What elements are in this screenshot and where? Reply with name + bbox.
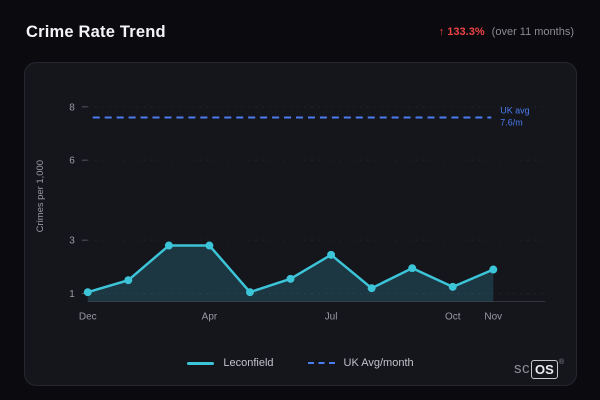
leconfield-line-swatch (187, 361, 215, 365)
data-point[interactable] (164, 241, 173, 250)
header: Crime Rate Trend ↑ 133.3% (over 11 month… (0, 0, 600, 56)
x-tick-label: Apr (202, 311, 218, 322)
legend-label-uk-avg: UK Avg/month (343, 357, 414, 369)
area-fill (87, 245, 494, 302)
data-point[interactable] (245, 288, 254, 297)
uk-avg-label: UK avg (500, 106, 529, 116)
y-tick-label: 3 (69, 236, 75, 247)
page-title: Crime Rate Trend (26, 22, 166, 41)
x-tick-label: Nov (484, 311, 502, 322)
x-tick-label: Oct (445, 311, 461, 322)
data-point[interactable] (327, 250, 336, 259)
legend-item-leconfield[interactable]: Leconfield (187, 357, 274, 369)
logo-box: OS (531, 360, 558, 379)
x-tick-label: Jul (325, 311, 338, 322)
y-axis-title: Crimes per 1,000 (35, 160, 46, 232)
uk-avg-label: 7.6/m (500, 117, 522, 127)
scos-logo: sc OS ® (514, 359, 564, 379)
chart-card: 1 3 6 8 Dec Apr Jul Oct Nov UK avg 7.6/m Crimes per… (24, 62, 577, 386)
trend-caption: (over 11 months) (491, 26, 574, 38)
data-point[interactable] (205, 241, 214, 250)
data-point[interactable] (286, 274, 295, 283)
registered-mark-icon: ® (558, 359, 564, 366)
chart-legend: Leconfield UK Avg/month (25, 357, 576, 369)
y-tick-label: 1 (69, 289, 75, 300)
up-arrow-icon: ↑ (438, 26, 445, 38)
uk-avg-dash-swatch (307, 362, 335, 364)
legend-label-leconfield: Leconfield (223, 357, 274, 369)
logo-prefix: sc (514, 360, 531, 377)
legend-item-uk-avg[interactable]: UK Avg/month (307, 357, 414, 369)
data-point[interactable] (489, 265, 498, 274)
data-point[interactable] (448, 282, 457, 291)
data-point[interactable] (83, 288, 92, 297)
trend-value: 133.3% (447, 26, 485, 38)
y-tick-label: 6 (69, 156, 75, 167)
x-tick-label: Dec (79, 311, 97, 322)
y-tick-label: 8 (69, 102, 75, 113)
trend-indicator: ↑ 133.3% (over 11 months) (439, 26, 574, 38)
data-point[interactable] (124, 276, 133, 285)
data-point[interactable] (367, 284, 376, 293)
data-point[interactable] (408, 264, 417, 273)
